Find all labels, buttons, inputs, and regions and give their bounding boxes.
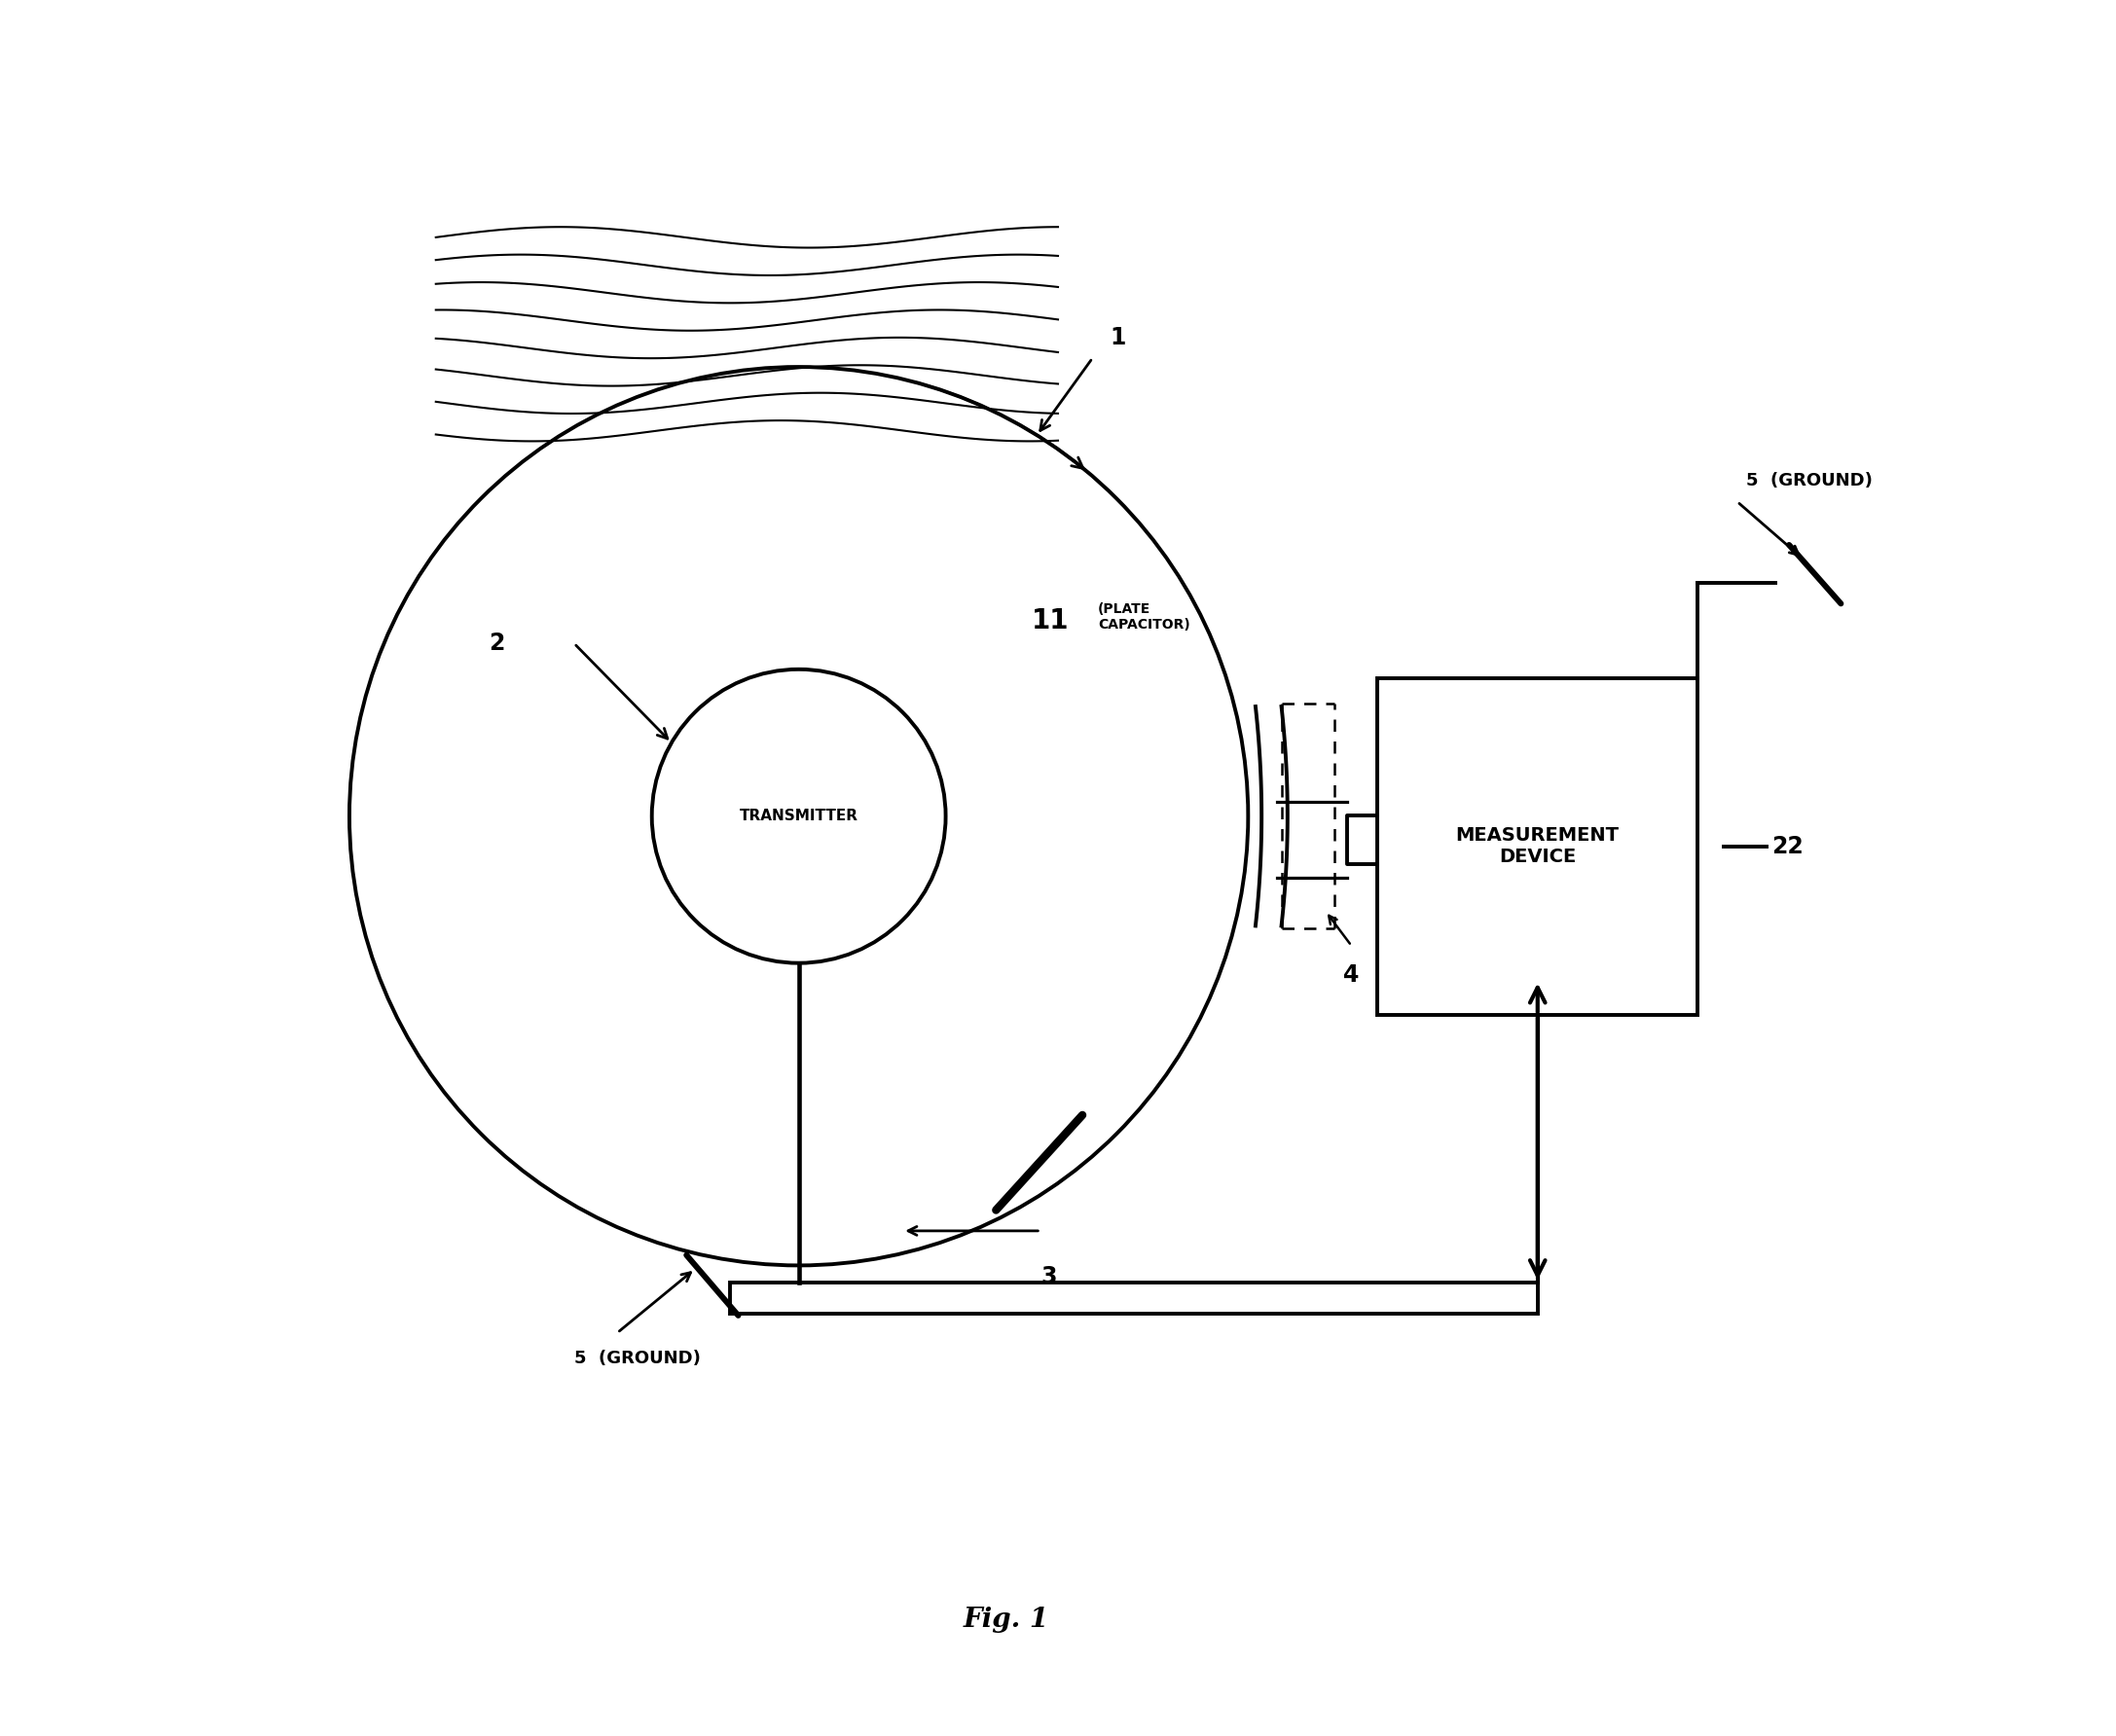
Text: TRANSMITTER: TRANSMITTER — [738, 809, 859, 823]
Bar — [1378, 679, 1697, 1016]
Text: 5  (GROUND): 5 (GROUND) — [1746, 472, 1873, 490]
Text: 11: 11 — [1033, 608, 1069, 635]
Text: MEASUREMENT
DEVICE: MEASUREMENT DEVICE — [1456, 826, 1619, 866]
Text: (PLATE
CAPACITOR): (PLATE CAPACITOR) — [1098, 602, 1189, 632]
Text: 1: 1 — [1111, 326, 1126, 349]
Bar — [730, 1283, 1538, 1314]
Text: 4: 4 — [1344, 963, 1358, 986]
Text: Fig. 1: Fig. 1 — [963, 1606, 1050, 1634]
Text: 5  (GROUND): 5 (GROUND) — [573, 1351, 700, 1368]
Text: 22: 22 — [1771, 835, 1803, 858]
Text: 3: 3 — [1041, 1266, 1056, 1288]
Text: 2: 2 — [489, 632, 506, 654]
